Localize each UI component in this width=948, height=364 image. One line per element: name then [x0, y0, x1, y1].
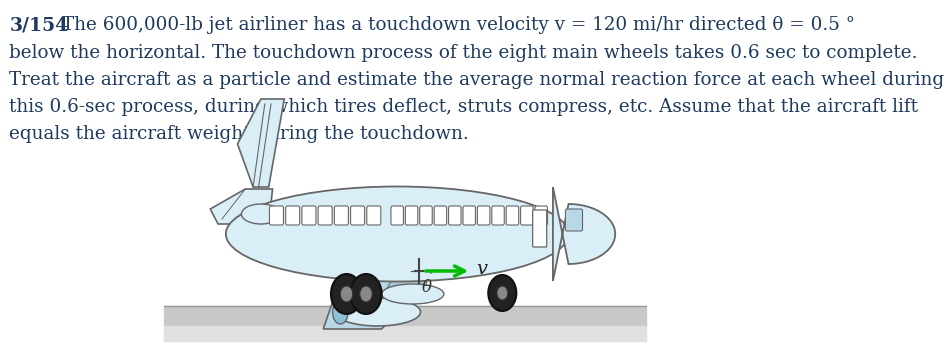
- FancyBboxPatch shape: [520, 206, 533, 225]
- Circle shape: [351, 274, 382, 314]
- FancyBboxPatch shape: [391, 206, 404, 225]
- Text: below the horizontal. The touchdown process of the eight main wheels takes 0.6 s: below the horizontal. The touchdown proc…: [9, 44, 918, 62]
- FancyBboxPatch shape: [434, 206, 447, 225]
- Ellipse shape: [382, 284, 444, 304]
- FancyBboxPatch shape: [506, 206, 519, 225]
- Polygon shape: [382, 262, 428, 299]
- Circle shape: [488, 275, 517, 311]
- FancyBboxPatch shape: [285, 206, 300, 225]
- Circle shape: [360, 286, 373, 302]
- Text: The 600,000-lb jet airliner has a touchdown velocity v = 120 mi/hr directed θ = : The 600,000-lb jet airliner has a touchd…: [63, 16, 855, 34]
- FancyBboxPatch shape: [335, 206, 348, 225]
- FancyBboxPatch shape: [565, 209, 582, 231]
- Text: θ: θ: [422, 279, 432, 296]
- Text: equals the aircraft weight during the touchdown.: equals the aircraft weight during the to…: [9, 125, 469, 143]
- Polygon shape: [553, 187, 615, 281]
- FancyBboxPatch shape: [448, 206, 461, 225]
- Polygon shape: [323, 262, 444, 329]
- Polygon shape: [238, 99, 284, 187]
- FancyBboxPatch shape: [420, 206, 432, 225]
- FancyBboxPatch shape: [269, 206, 283, 225]
- FancyBboxPatch shape: [463, 206, 476, 225]
- FancyBboxPatch shape: [319, 206, 332, 225]
- Ellipse shape: [226, 186, 569, 281]
- Text: this 0.6-sec process, during which tires deflect, struts compress, etc. Assume t: this 0.6-sec process, during which tires…: [9, 98, 919, 116]
- Circle shape: [331, 274, 362, 314]
- FancyBboxPatch shape: [533, 210, 547, 247]
- Polygon shape: [210, 189, 273, 224]
- FancyBboxPatch shape: [406, 206, 418, 225]
- Ellipse shape: [333, 300, 348, 324]
- FancyBboxPatch shape: [535, 206, 548, 225]
- FancyBboxPatch shape: [351, 206, 365, 225]
- Text: v: v: [476, 260, 487, 278]
- FancyBboxPatch shape: [367, 206, 381, 225]
- Text: 3/154: 3/154: [9, 16, 68, 34]
- FancyBboxPatch shape: [301, 206, 316, 225]
- Text: Treat the aircraft as a particle and estimate the average normal reaction force : Treat the aircraft as a particle and est…: [9, 71, 944, 89]
- Circle shape: [340, 286, 353, 302]
- Ellipse shape: [242, 204, 281, 224]
- FancyBboxPatch shape: [478, 206, 490, 225]
- Circle shape: [497, 286, 508, 300]
- FancyBboxPatch shape: [492, 206, 504, 225]
- Ellipse shape: [335, 298, 421, 326]
